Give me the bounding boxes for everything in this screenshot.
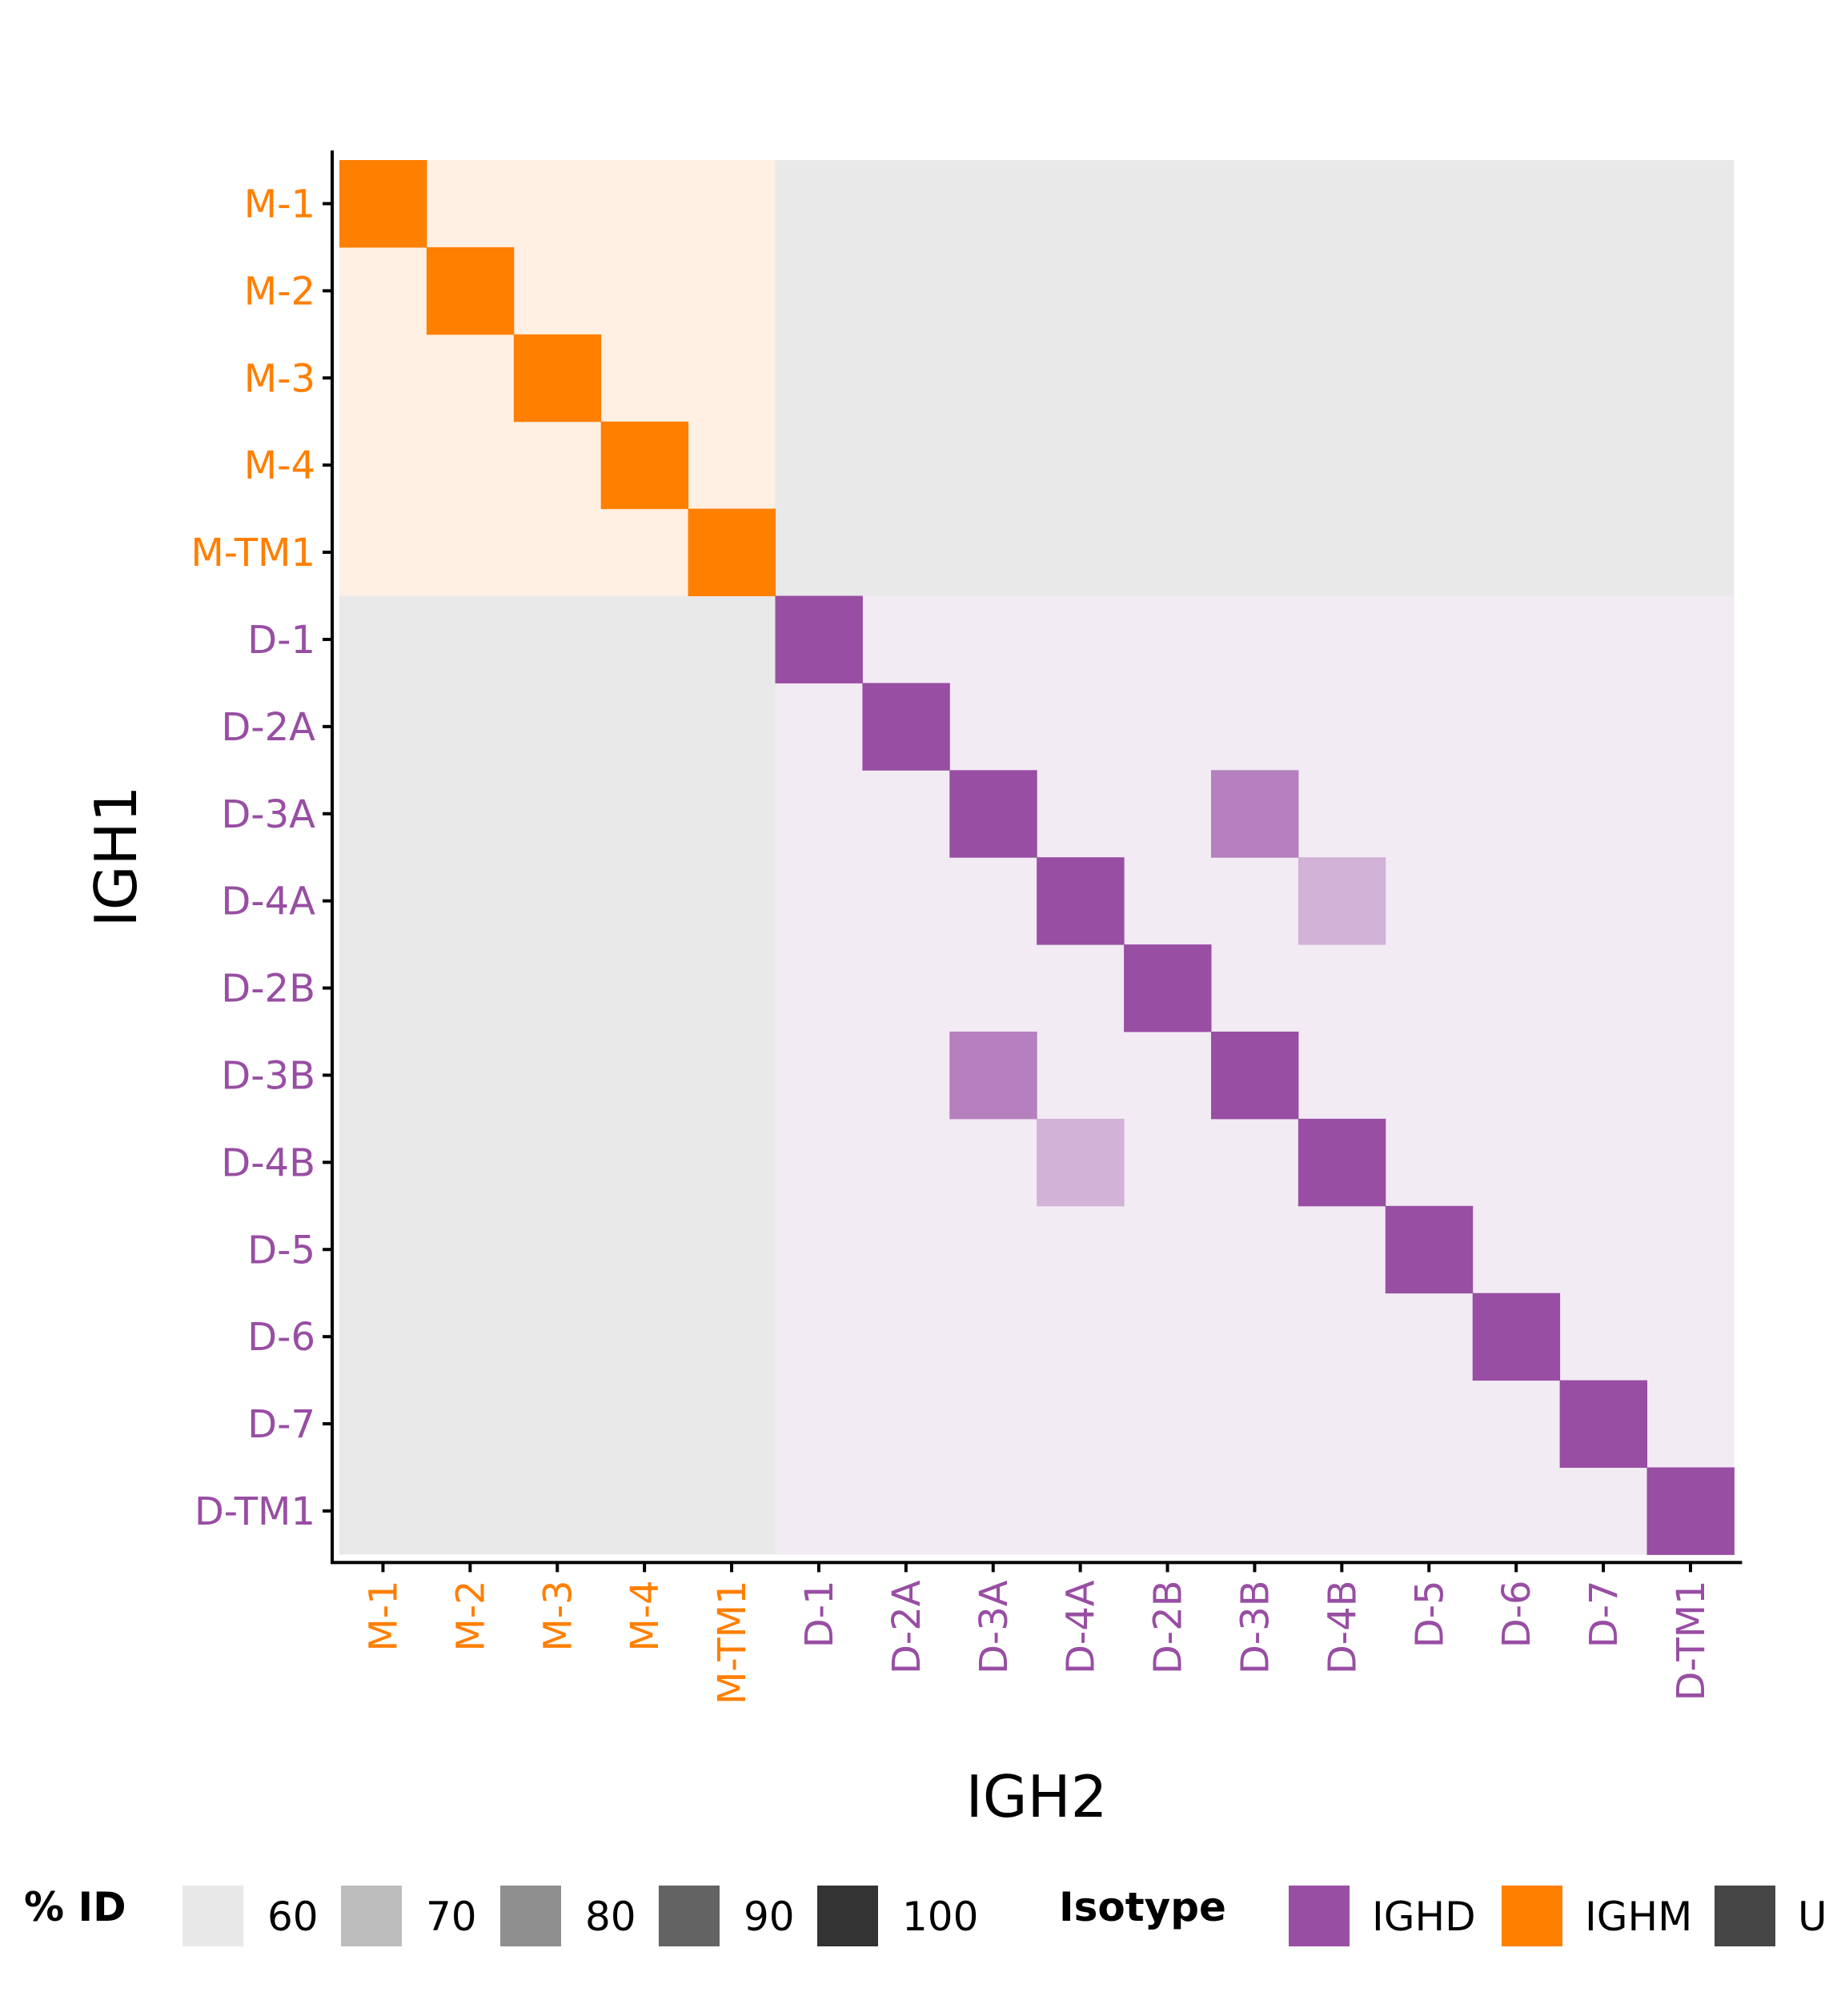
x-tick-label: D-5 [1407,1580,1452,1648]
x-tick-label: D-3B [1233,1580,1277,1674]
heatmap-cell [426,246,515,335]
x-tick-label: D-2A [884,1580,929,1674]
legend-isotype-swatch [1289,1886,1350,1946]
legend-pct-id-entries: 60 70 80 90 100 [182,1886,978,1946]
y-tick-label: M-1 [244,182,315,226]
x-tick-label: M-2 [448,1580,493,1651]
y-tick-label: D-1 [247,618,315,663]
legend-pct-id-label: 70 [426,1894,477,1940]
x-tick-label: D-4A [1059,1580,1104,1674]
legend-isotype-label: IGHD [1372,1894,1476,1940]
legend-isotype-swatch [1502,1886,1562,1946]
y-tick-label: D-4A [221,880,315,924]
x-tick-label: D-6 [1494,1580,1539,1648]
heatmap-cell [1037,857,1125,945]
heatmap-cell [1472,1293,1561,1381]
legend-isotype-label: IGHM [1585,1894,1692,1940]
heatmap-cells [339,160,1735,1555]
heatmap-cell [949,770,1037,858]
y-tick-label: D-3A [221,792,315,837]
x-tick-label: M-4 [623,1580,668,1651]
y-tick-label: M-3 [244,356,315,401]
legend-pct-id-label: 80 [585,1894,636,1940]
legend: % ID 60 70 80 90 100 Isotype IGHD IGHM U [24,1884,1827,1946]
legend-pct-id-swatch [182,1886,243,1946]
heatmap-cell [339,160,427,248]
y-tick-label: D-2B [221,967,315,1012]
y-tick-label: D-TM1 [195,1489,315,1534]
legend-isotype-title: Isotype [1059,1884,1226,1930]
heatmap-cell [862,683,950,771]
x-tick-labels: M-1 M-2 M-3 M-4 M-TM1 D-1 D-2A D-3A D-4A D-2B D-3B… [361,1562,1714,1705]
x-tick-label: D-1 [797,1580,842,1648]
y-tick-label: D-5 [247,1228,315,1273]
heatmap-cell [949,1032,1037,1120]
heatmap-cell [1211,1032,1299,1120]
y-tick-label: D-4B [221,1140,315,1185]
heatmap-cell [1037,1118,1125,1207]
legend-pct-id-label: 60 [267,1894,319,1940]
legend-isotype-swatch [1715,1886,1775,1946]
y-tick-label: D-3B [221,1053,315,1098]
heatmap-cell [1559,1380,1647,1468]
y-tick-labels: M-1 M-2 M-3 M-4 M-TM1 D-1 D-2A D-3A D-4A D-2B D-3B… [191,182,332,1534]
y-tick-label: M-4 [244,443,315,488]
y-tick-label: M-TM1 [191,531,315,575]
y-tick-label: M-2 [244,269,315,314]
x-tick-label: D-TM1 [1669,1580,1714,1701]
heatmap-cell [1124,944,1212,1032]
heatmap-cell [775,595,863,683]
x-axis-title: IGH2 [966,1763,1108,1830]
legend-pct-id-swatch [341,1886,402,1946]
y-axis-title: IGH1 [82,786,150,928]
legend-isotype-entries: IGHD IGHM U [1289,1886,1827,1946]
legend-pct-id-swatch [500,1886,561,1946]
x-tick-label: M-TM1 [710,1580,755,1705]
legend-pct-id-title: % ID [24,1884,126,1930]
legend-isotype-label: U [1798,1894,1827,1940]
heatmap-cell [600,421,689,510]
y-tick-label: D-2A [221,705,315,750]
y-tick-label: D-7 [247,1402,315,1447]
legend-pct-id-swatch [817,1886,878,1946]
heatmap-cell [688,508,776,596]
x-tick-label: D-7 [1582,1580,1626,1648]
x-tick-label: D-3A [972,1580,1017,1674]
heatmap-cell [1211,770,1299,858]
x-tick-label: D-4B [1320,1580,1365,1674]
heatmap-cell [1385,1205,1474,1294]
x-tick-label: M-1 [361,1580,406,1651]
legend-pct-id-label: 100 [902,1894,978,1940]
heatmap-cell [1298,857,1386,945]
heatmap-cell [1298,1118,1386,1207]
x-tick-label: D-2B [1146,1580,1191,1674]
y-tick-label: D-6 [247,1315,315,1360]
axes [331,150,1743,1565]
heatmap-cell [513,334,602,423]
heatmap-cell [1646,1467,1735,1555]
x-tick-label: M-3 [535,1580,580,1651]
legend-pct-id-label: 90 [744,1894,795,1940]
legend-pct-id-swatch [659,1886,720,1946]
